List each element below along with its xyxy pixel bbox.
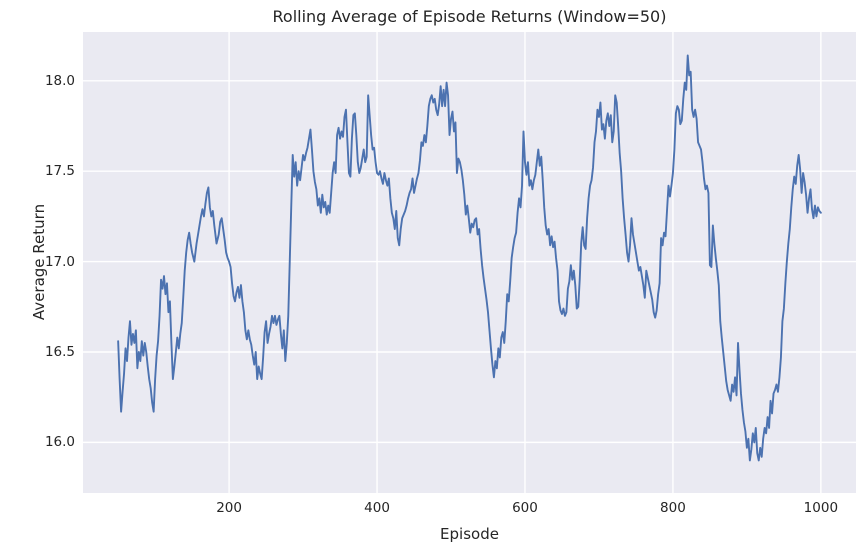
x-tick-label: 1000 (803, 500, 839, 516)
x-tick-label: 800 (660, 500, 686, 516)
x-axis-label: Episode (440, 525, 499, 543)
y-tick-label: 16.0 (44, 434, 75, 451)
plot-background (83, 32, 856, 493)
y-tick-label: 16.5 (44, 343, 75, 360)
y-tick-label: 18.0 (44, 72, 75, 89)
x-tick-label: 600 (512, 500, 538, 516)
x-tick-label: 400 (364, 500, 390, 516)
y-tick-label: 17.0 (44, 253, 75, 270)
x-tick-label: 200 (216, 500, 242, 516)
y-tick-label: 17.5 (44, 163, 75, 180)
chart-title: Rolling Average of Episode Returns (Wind… (272, 7, 667, 26)
rolling-average-episode-return-line (117, 54, 822, 462)
